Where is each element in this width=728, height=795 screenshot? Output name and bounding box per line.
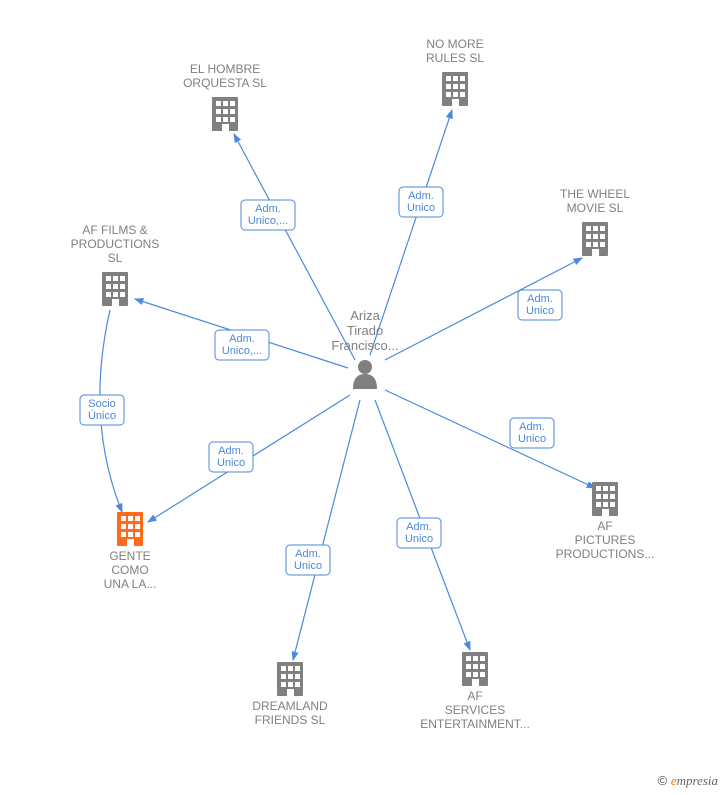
building-icon (117, 512, 143, 546)
svg-text:Francisco...: Francisco... (331, 338, 398, 353)
edge-label-af_films-gente: SocioÚnico (80, 395, 124, 425)
svg-text:PRODUCTIONS...: PRODUCTIONS... (556, 547, 655, 561)
edge-label-center-af_pictures: Adm.Unico (510, 418, 554, 448)
svg-text:Adm.: Adm. (408, 190, 434, 202)
svg-text:FRIENDS SL: FRIENDS SL (255, 713, 326, 727)
svg-text:COMO: COMO (111, 563, 148, 577)
svg-text:Socio: Socio (88, 398, 116, 410)
edge-label-center-the_wheel: Adm.Unico (518, 290, 562, 320)
footer-attribution: © empresia (658, 773, 718, 789)
svg-text:Adm.: Adm. (218, 445, 244, 457)
copyright-symbol: © (658, 773, 668, 788)
svg-text:ORQUESTA SL: ORQUESTA SL (183, 76, 267, 90)
brand-name: mpresia (677, 773, 718, 788)
edge-label-center-af_services: Adm.Unico (397, 518, 441, 548)
company-node-el_hombre: EL HOMBREORQUESTA SL (183, 62, 267, 131)
svg-text:AF: AF (467, 689, 482, 703)
company-node-gente: GENTECOMOUNA LA... (104, 512, 157, 591)
company-node-no_more: NO MORERULES SL (426, 37, 484, 106)
svg-text:GENTE: GENTE (109, 549, 150, 563)
company-node-dreamland: DREAMLANDFRIENDS SL (252, 662, 328, 727)
edge-center-dreamland (293, 400, 360, 660)
svg-text:Ariza: Ariza (350, 308, 380, 323)
svg-text:AF FILMS &: AF FILMS & (82, 223, 147, 237)
svg-text:Unico,...: Unico,... (248, 215, 288, 227)
svg-text:Unico: Unico (405, 533, 433, 545)
svg-text:THE WHEEL: THE WHEEL (560, 187, 630, 201)
svg-text:Adm.: Adm. (519, 421, 545, 433)
svg-text:PRODUCTIONS: PRODUCTIONS (71, 237, 160, 251)
svg-text:PICTURES: PICTURES (575, 533, 636, 547)
svg-text:MOVIE SL: MOVIE SL (567, 201, 624, 215)
svg-text:RULES SL: RULES SL (426, 51, 484, 65)
svg-text:DREAMLAND: DREAMLAND (252, 699, 328, 713)
building-icon (102, 272, 128, 306)
svg-text:Unico: Unico (518, 433, 546, 445)
svg-text:EL HOMBRE: EL HOMBRE (190, 62, 260, 76)
svg-text:Adm.: Adm. (229, 333, 255, 345)
edge-label-center-no_more: Adm.Unico (399, 187, 443, 217)
building-icon (212, 97, 238, 131)
svg-text:Unico: Unico (294, 560, 322, 572)
person-icon (353, 360, 377, 389)
svg-text:Adm.: Adm. (255, 203, 281, 215)
building-icon (582, 222, 608, 256)
svg-text:Unico: Unico (526, 305, 554, 317)
edge-center-af_pictures (385, 390, 595, 488)
edge-label-center-el_hombre: Adm.Unico,... (241, 200, 295, 230)
edge-label-center-gente: Adm.Unico (209, 442, 253, 472)
svg-text:Adm.: Adm. (406, 521, 432, 533)
svg-text:Adm.: Adm. (295, 548, 321, 560)
building-icon (592, 482, 618, 516)
svg-text:SERVICES: SERVICES (445, 703, 505, 717)
svg-text:Adm.: Adm. (527, 293, 553, 305)
company-node-af_films: AF FILMS &PRODUCTIONSSL (71, 223, 160, 306)
edge-center-no_more (370, 110, 452, 355)
svg-text:Unico: Unico (407, 202, 435, 214)
company-node-af_services: AFSERVICESENTERTAINMENT... (420, 652, 530, 731)
svg-text:UNA LA...: UNA LA... (104, 577, 157, 591)
company-node-the_wheel: THE WHEELMOVIE SL (560, 187, 630, 256)
svg-text:SL: SL (108, 251, 123, 265)
building-icon (277, 662, 303, 696)
center-person-node: ArizaTiradoFrancisco... (331, 308, 398, 389)
svg-text:NO MORE: NO MORE (426, 37, 483, 51)
building-icon (462, 652, 488, 686)
svg-text:AF: AF (597, 519, 612, 533)
svg-text:Único: Único (88, 409, 116, 422)
company-node-af_pictures: AFPICTURESPRODUCTIONS... (556, 482, 655, 561)
svg-text:Unico: Unico (217, 457, 245, 469)
edge-label-center-af_films: Adm.Unico,... (215, 330, 269, 360)
relationship-graph: Adm.Unico,...Adm.UnicoAdm.UnicoAdm.Unico… (0, 0, 728, 795)
edge-center-el_hombre (234, 134, 355, 360)
svg-text:ENTERTAINMENT...: ENTERTAINMENT... (420, 717, 530, 731)
building-icon (442, 72, 468, 106)
svg-text:Unico,...: Unico,... (222, 345, 262, 357)
svg-text:Tirado: Tirado (347, 323, 383, 338)
edge-label-center-dreamland: Adm.Unico (286, 545, 330, 575)
